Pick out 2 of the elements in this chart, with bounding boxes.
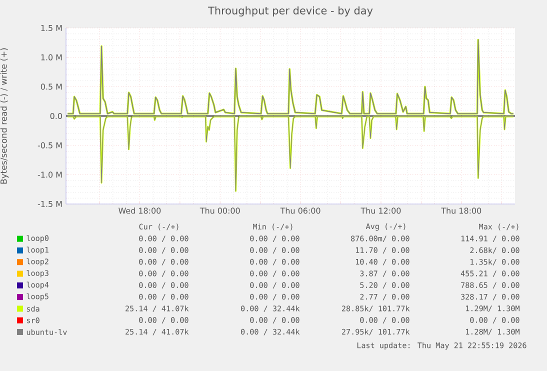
y-axis-title: Bytes/second read (-) / write (+) [0,48,8,184]
chart-title: Throughput per device - by day [208,6,373,16]
